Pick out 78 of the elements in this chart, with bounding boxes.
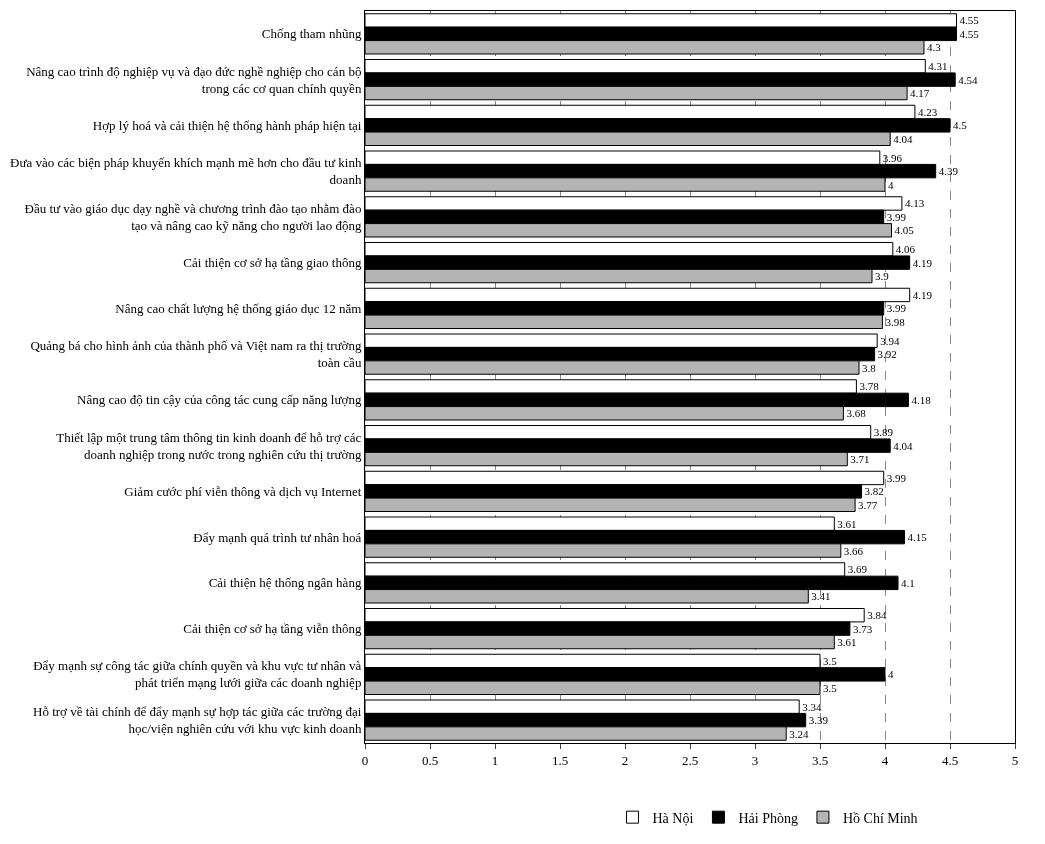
data-label: 4.18 <box>911 393 932 406</box>
data-label: 4.1 <box>901 576 915 589</box>
data-label: 3.99 <box>886 302 907 315</box>
data-label: 3.99 <box>886 471 907 484</box>
x-tick-label: 0 <box>361 752 369 768</box>
y-tick-label: Chống tham nhũng <box>261 26 362 42</box>
data-label: 3.78 <box>859 380 880 393</box>
data-label: 3.69 <box>847 563 868 576</box>
data-label: 4.5 <box>953 119 968 132</box>
y-tick-label: Đầu tư vào giáo dục dạy nghề và chương trình đào tạo nhằm đào tạo và nâng cao kỹ năng cho người lao động <box>24 200 362 233</box>
y-tick-label: Đưa vào các biện pháp khuyến khích mạnh mẽ hơn cho đầu tư kinh doanh <box>10 155 362 188</box>
y-tick-label: Cải thiện cơ sở hạ tầng viễn thông <box>183 621 362 637</box>
data-label: 3.5 <box>823 681 838 694</box>
data-label: 4.04 <box>893 439 913 452</box>
y-tick-label: Cải thiện cơ sở hạ tầng giao thông <box>183 255 362 271</box>
legend-label: Hải Phòng <box>738 810 798 826</box>
data-label: 3.8 <box>862 361 877 374</box>
data-label: 4.3 <box>927 41 942 54</box>
data-label: 3.71 <box>850 453 870 466</box>
data-label: 3.61 <box>837 636 857 649</box>
data-label: 3.73 <box>852 622 873 635</box>
y-tick-label: Giảm cước phí viễn thông và dịch vụ Internet <box>124 483 362 499</box>
data-label: 3.77 <box>858 498 878 511</box>
y-tick-label: Quảng bá cho hình ảnh của thành phố và Việt nam ra thị trường toàn cầu <box>30 338 362 371</box>
data-label: 3.39 <box>808 714 829 727</box>
data-label: 4.13 <box>904 197 925 210</box>
data-label: 3.94 <box>880 334 900 347</box>
data-label: 4.15 <box>907 531 928 544</box>
y-tick-label: Nâng cao chất lượng hệ thống giáo dục 12 năm <box>115 300 362 316</box>
data-label: 4.17 <box>910 87 930 100</box>
x-tick-label: 2.5 <box>681 752 699 768</box>
data-label: 4 <box>888 178 894 191</box>
data-label: 4.23 <box>917 105 938 118</box>
y-tick-label: Nâng cao độ tin cậy của công tác cung cấp năng lượng <box>77 392 362 408</box>
data-label: 3.82 <box>864 485 884 498</box>
x-tick-label: 3.5 <box>811 752 829 768</box>
data-label: 3.24 <box>789 727 809 740</box>
data-label: 4 <box>888 668 894 681</box>
data-label: 4.55 <box>959 14 980 27</box>
data-label: 4.05 <box>894 224 915 237</box>
data-label: 3.9 <box>875 270 890 283</box>
data-label: 4.55 <box>959 27 980 40</box>
data-label: 4.39 <box>938 165 959 178</box>
data-label: 3.89 <box>873 426 894 439</box>
x-tick-label: 4 <box>881 752 889 768</box>
y-tick-label: Đẩy mạnh sự công tác giữa chính quyền và khu vực tư nhân và phát triển mạng lưới giữa các doanh nghiệp <box>33 658 362 691</box>
data-label: 3.5 <box>823 654 838 667</box>
y-tick-label: Hợp lý hoá và cải thiện hệ thống hành pháp hiện tại <box>92 117 362 133</box>
data-label: 3.84 <box>867 609 887 622</box>
data-label: 3.99 <box>886 210 907 223</box>
data-label: 4.06 <box>895 243 916 256</box>
legend-label: Hà Nội <box>652 810 694 826</box>
data-label: 4.19 <box>912 256 933 269</box>
y-tick-label: Thiết lập một trung tâm thông tin kinh doanh để hỗ trợ các doanh nghiệp trong nước trong nghiên cứu thị trường <box>56 429 362 462</box>
y-tick-label: Hỗ trợ về tài chính để đẩy mạnh sự hợp tác giữa các trường đại học/viện nghiên cứu với khu vực kinh doanh <box>33 704 362 737</box>
x-tick-label: 3 <box>751 752 759 768</box>
data-label: 4.19 <box>912 288 933 301</box>
data-label: 3.34 <box>802 700 822 713</box>
y-tick-label: Cải thiện hệ thống ngân hàng <box>208 575 362 591</box>
data-label: 3.68 <box>846 407 867 420</box>
x-tick-label: 0.5 <box>421 752 439 768</box>
x-tick-label: 1 <box>491 752 499 768</box>
x-tick-label: 5 <box>1011 752 1019 768</box>
x-tick-label: 2 <box>621 752 629 768</box>
data-label: 3.41 <box>811 590 831 603</box>
data-label: 4.54 <box>958 73 978 86</box>
x-tick-label: 1.5 <box>551 752 569 768</box>
data-label: 4.04 <box>893 132 913 145</box>
data-label: 3.61 <box>837 517 857 530</box>
legend-label: Hồ Chí Minh <box>842 810 918 826</box>
x-tick-label: 4.5 <box>941 752 959 768</box>
data-label: 3.66 <box>843 544 864 557</box>
data-label: 3.96 <box>882 151 903 164</box>
y-tick-label: Nâng cao trình độ nghiệp vụ và đạo đức nghề nghiệp cho cán bộ trong các cơ quan chính quyền <box>26 63 362 96</box>
data-label: 3.98 <box>885 315 906 328</box>
data-label: 3.92 <box>877 348 897 361</box>
data-label: 4.31 <box>928 60 948 73</box>
y-tick-label: Đẩy mạnh quá trình tư nhân hoá <box>193 529 362 545</box>
